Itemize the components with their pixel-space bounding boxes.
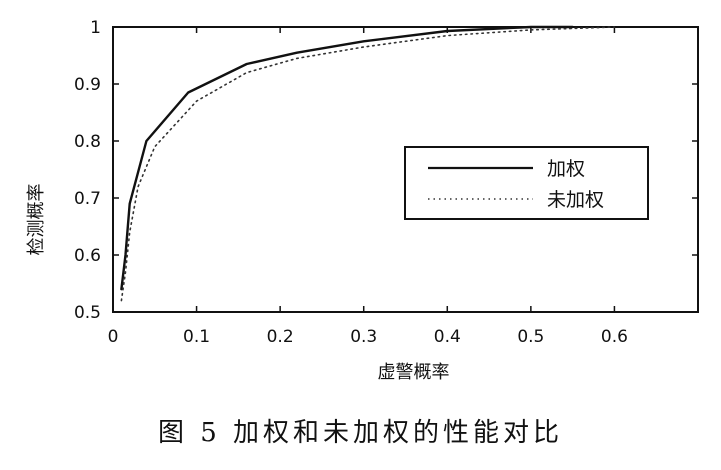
plot-area: 0 0.1 0.2 0.3 0.4 0.5 0.6 0.5 0.6 0.7 0.8 0.9 1 — [74, 18, 699, 347]
y-tick-label: 0.6 — [74, 246, 101, 266]
x-tick-label: 0.4 — [434, 327, 461, 347]
x-tick-label: 0.6 — [601, 327, 628, 347]
x-tick-label: 0.5 — [517, 327, 544, 347]
x-tick-label: 0.3 — [350, 327, 377, 347]
legend-label-unweighted: 未加权 — [547, 189, 604, 211]
y-tick-label: 0.5 — [74, 303, 101, 323]
x-axis-label: 虚警概率 — [378, 362, 450, 383]
y-tick-label: 1 — [90, 18, 101, 38]
x-tick-label: 0 — [108, 327, 119, 347]
series-line-unweighted — [120, 26, 616, 302]
x-tick-label: 0.1 — [183, 327, 210, 347]
y-axis-label: 检测概率 — [26, 184, 47, 256]
y-tick-label: 0.7 — [74, 189, 101, 209]
series-line-weighted — [120, 25, 574, 291]
roc-chart: 0 0.1 0.2 0.3 0.4 0.5 0.6 0.5 0.6 0.7 0.8 0.9 1 虚警概率… — [26, 18, 699, 383]
y-tick-label: 0.9 — [74, 75, 101, 95]
figure-caption: 图 5 加权和未加权的性能对比 — [157, 418, 564, 448]
y-tick-label: 0.8 — [74, 132, 101, 152]
legend-label-weighted: 加权 — [547, 158, 585, 180]
x-tick-label: 0.2 — [267, 327, 294, 347]
legend-box — [404, 146, 649, 220]
plot-frame — [112, 26, 699, 313]
legend: 加权 未加权 — [404, 146, 649, 220]
